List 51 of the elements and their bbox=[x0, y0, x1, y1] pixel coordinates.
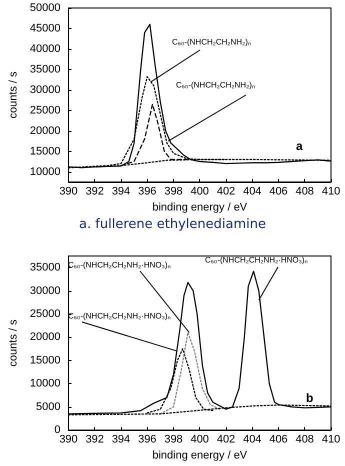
x-tick-label: 406 bbox=[269, 434, 288, 446]
x-tick-label: 406 bbox=[269, 186, 288, 198]
x-tick-label: 400 bbox=[190, 186, 209, 198]
y-tick-label: 15000 bbox=[30, 354, 60, 366]
annotation: C₆₀-(NHCH₂CH₂NH₂·HNO₃)ₙ bbox=[205, 256, 308, 264]
text: a. fullerene ethylenediamine bbox=[79, 217, 266, 232]
y-tick-label: 30000 bbox=[30, 284, 60, 297]
x-tick-label: 410 bbox=[322, 434, 340, 446]
y-tick-label: 25000 bbox=[30, 104, 60, 116]
x-tick-label: 398 bbox=[164, 186, 183, 198]
x-tick-label: 400 bbox=[190, 434, 209, 446]
y-tick-label: 25000 bbox=[30, 308, 60, 320]
y-tick-label: 10000 bbox=[30, 166, 60, 178]
y-tick-label: 40000 bbox=[30, 42, 60, 55]
x-tick-label: 408 bbox=[296, 434, 314, 446]
x-tick-label: 392 bbox=[86, 186, 104, 198]
y-tick-label: 35000 bbox=[30, 63, 60, 76]
y-tick-label: 20000 bbox=[30, 331, 60, 344]
x-tick-label: 404 bbox=[243, 186, 262, 198]
x-tick-label: 402 bbox=[216, 186, 236, 198]
y-tick-label: 30000 bbox=[30, 84, 60, 96]
annotation: C₆₀-(NHCH₂CH₂NH₂·HNO₃)ₙ bbox=[68, 312, 171, 320]
x-tick-label: 392 bbox=[86, 434, 104, 446]
x-tick-label: 410 bbox=[322, 186, 340, 198]
x-tick-label: 396 bbox=[138, 434, 156, 446]
x-axis-title: binding energy / eV bbox=[152, 201, 248, 214]
x-axis-title: binding energy / eV bbox=[152, 450, 248, 462]
annotation: a bbox=[296, 139, 303, 153]
y-tick-label: 35000 bbox=[30, 262, 60, 274]
x-tick-label: 394 bbox=[112, 434, 130, 446]
x-tick-label: 396 bbox=[138, 186, 156, 198]
annotation: C₆₀-(NHCH₂CH₂NH₂)ₙ bbox=[172, 38, 251, 46]
y-axis-title: counts / s bbox=[8, 70, 20, 119]
y-tick-label: 45000 bbox=[30, 22, 60, 34]
y-tick-label: 20000 bbox=[30, 124, 60, 137]
y-tick-label: 0 bbox=[54, 424, 60, 436]
y-tick-label: 50000 bbox=[30, 2, 60, 14]
x-tick-label: 398 bbox=[164, 434, 183, 446]
x-tick-label: 408 bbox=[296, 186, 314, 198]
x-tick-label: 390 bbox=[59, 434, 78, 446]
y-tick-label: 15000 bbox=[30, 145, 60, 158]
annotation: C₆₀-(NHCH₂CH₂NH₂)ₙ bbox=[176, 80, 255, 90]
x-tick-label: 402 bbox=[216, 434, 236, 446]
x-tick-label: 404 bbox=[243, 434, 262, 446]
x-tick-label: 390 bbox=[59, 186, 78, 198]
x-tick-label: 394 bbox=[112, 186, 130, 198]
y-tick-label: 5000 bbox=[36, 400, 60, 413]
y-tick-label: 10000 bbox=[30, 378, 60, 390]
annotation: C₆₀-(NHCH₂CH₂NH₂·HNO₃)ₙ bbox=[68, 260, 171, 270]
y-axis-title: counts / s bbox=[8, 319, 20, 367]
annotation: b bbox=[306, 391, 314, 405]
